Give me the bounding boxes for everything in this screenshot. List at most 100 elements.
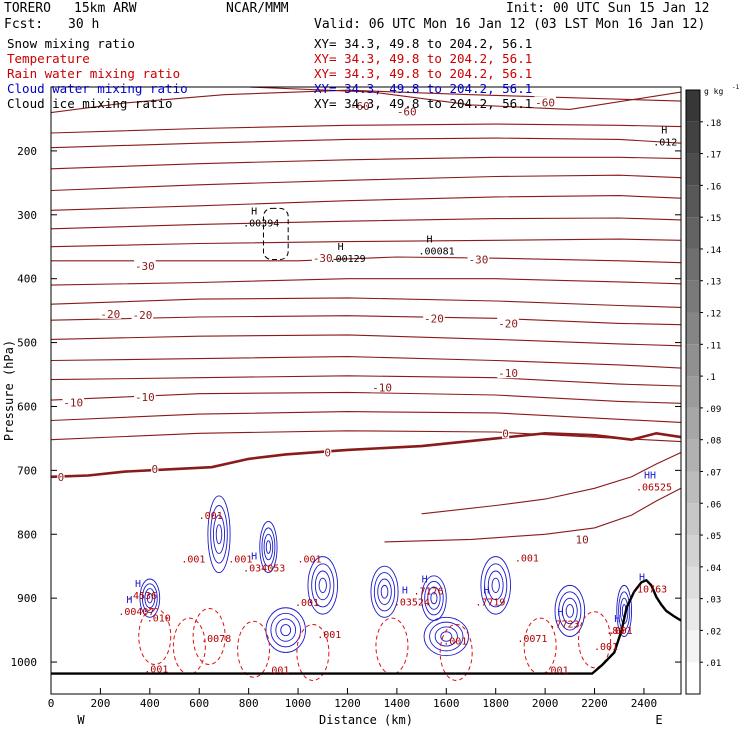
legend-field-2: Rain water mixing ratio <box>7 66 180 81</box>
temperature-label-bg-2 <box>534 96 556 108</box>
temperature-label-8: -20 <box>424 312 444 325</box>
temperature-label-0: -60 <box>350 100 370 113</box>
ice-high-value-0: .00394 <box>243 218 279 229</box>
cloud-high-mark-9: H <box>614 614 620 625</box>
cloud-value-label-22: .0078 <box>201 634 231 645</box>
cloud-water-contour-6-2 <box>487 570 504 601</box>
x-tick-label-3: 600 <box>189 697 209 710</box>
temperature-label-bg-9 <box>497 317 519 329</box>
forecast-hours: 30 h <box>68 17 100 32</box>
organization: NCAR/MMM <box>226 1 289 16</box>
cloud-value-label-25: .001 <box>594 642 618 653</box>
legend-field-3: Cloud water mixing ratio <box>7 81 188 96</box>
temperature-contour-17 <box>51 411 681 423</box>
cloud-value-label-9: .86 <box>606 626 624 637</box>
cloud-high-mark-1: H <box>126 595 132 606</box>
legend-xy-2: XY= 34.3, 49.8 to 204.2, 56.1 <box>314 66 532 81</box>
temperature-contour-6 <box>51 195 681 211</box>
colorbar-unit-exponent: -1 <box>732 84 740 91</box>
colorbar-tick-label-10: .11 <box>705 341 721 351</box>
temperature-contour-20 <box>421 452 681 515</box>
temperature-contour-14 <box>51 356 681 369</box>
cloud-water-contour-9-4 <box>265 607 306 653</box>
cloud-water-contour-10-2 <box>434 626 458 647</box>
colorbar-segment-7 <box>686 439 700 472</box>
temperature-contour-2 <box>51 123 681 134</box>
temperature-label-bg-6 <box>99 307 122 319</box>
temperature-contour-18 <box>51 430 681 443</box>
colorbar-tick-label-5: .06 <box>705 500 721 510</box>
cloud-water-contour-1-2 <box>212 514 226 554</box>
colorbar-segment-13 <box>686 248 700 281</box>
cloud-value-label-7: .10763 <box>631 585 667 596</box>
temperature-label-bg-4 <box>311 252 334 264</box>
ice-high-value-1: .00129 <box>330 254 366 265</box>
temperature-label-bg-16 <box>324 446 332 458</box>
ice-high-mark-0: H <box>251 206 257 217</box>
cloud-water-contour-10-1 <box>440 631 453 642</box>
temperature-contour-7 <box>51 217 681 230</box>
colorbar-segment-10 <box>686 344 700 377</box>
x-tick-label-6: 1200 <box>334 697 361 710</box>
colorbar-tick-label-15: .16 <box>705 182 721 192</box>
cloud-water-contour-7-2 <box>561 597 578 625</box>
temperature-label-bg-7 <box>131 309 154 321</box>
zero-isotherm <box>51 431 681 479</box>
cloud-value-label-2: .034053 <box>243 563 285 574</box>
init-time: Init: 00 UTC Sun 15 Jan 12 <box>506 1 710 16</box>
cloud-value-label-1: .00407 <box>118 607 154 618</box>
y-tick-label-2: 400 <box>17 273 37 286</box>
legend-field-4: Cloud ice mixing ratio <box>7 96 173 111</box>
cloud-ice-contour <box>262 207 289 261</box>
colorbar-tick-label-4: .05 <box>705 532 721 542</box>
temperature-label-13: -10 <box>63 397 83 410</box>
cloud-value-label-3: .7176 <box>414 586 444 597</box>
colorbar-segment-2 <box>686 598 700 631</box>
cloud-water-contour-2-2 <box>263 533 274 561</box>
colorbar-tick-label-8: .09 <box>705 405 721 415</box>
y-tick-label-8: 1000 <box>11 656 38 669</box>
cloud-value-label-8: .7723 <box>549 620 579 631</box>
colorbar-segment-11 <box>686 312 700 345</box>
rain-water-contour-6 <box>439 623 473 681</box>
plot-inner: -60 -60 -60 -30 -30 -30 -20 -20 -20 -20 -10 -10 -10 -… <box>51 87 681 681</box>
rain-water-contour-2 <box>192 607 226 665</box>
temperature-contour-0 <box>51 89 681 114</box>
temperature-label-4: -30 <box>313 252 333 265</box>
temperature-label-bg-15 <box>151 463 159 475</box>
temperature-label-12: -10 <box>135 391 155 404</box>
colorbar-segment-6 <box>686 471 700 504</box>
temperature-label-bg-10 <box>371 381 393 393</box>
colorbar-segment-5 <box>686 503 700 536</box>
colorbar-tick-label-1: .02 <box>705 627 721 637</box>
temperature-label-bg-5 <box>467 253 490 265</box>
temperature-contour-11 <box>51 297 681 308</box>
cloud-value-label-5: .03524 <box>394 597 430 608</box>
cloud-water-contour-1-4 <box>207 495 231 574</box>
temperature-contour-12 <box>51 315 681 326</box>
temperature-label-bg-13 <box>62 396 85 408</box>
temperature-label-7: -20 <box>132 309 152 322</box>
cloud-water-contour-6-1 <box>491 577 500 594</box>
temperature-label-18: 10 <box>576 533 589 546</box>
cloud-value-label-15: .001 <box>317 630 341 641</box>
temperature-contour-3 <box>51 137 681 149</box>
cloud-water-contour-5-1 <box>430 592 438 605</box>
temperature-contour-5 <box>51 174 681 192</box>
rain-water-contour-5 <box>375 617 409 675</box>
x-tick-label-7: 1400 <box>384 697 411 710</box>
rain-water-contour-3 <box>237 620 271 678</box>
cloud-high-mark-7: H <box>639 573 645 584</box>
colorbar-segment-3 <box>686 566 700 599</box>
x-tick-label-10: 2000 <box>532 697 559 710</box>
temperature-contour-15 <box>51 375 681 387</box>
cloud-value-label-21: .001 <box>199 511 223 522</box>
cloud-high-mark-6: HH <box>644 470 656 481</box>
cloud-value-label-0: .4536 <box>127 591 157 602</box>
cloud-water-contour-3-4 <box>307 556 339 615</box>
legend-field-1: Temperature <box>7 51 90 66</box>
colorbar-tick-label-2: .03 <box>705 596 721 606</box>
temperature-label-bg-12 <box>134 390 156 402</box>
temperature-label-9: -20 <box>498 317 518 330</box>
ice-high-mark-3: H <box>661 125 667 136</box>
